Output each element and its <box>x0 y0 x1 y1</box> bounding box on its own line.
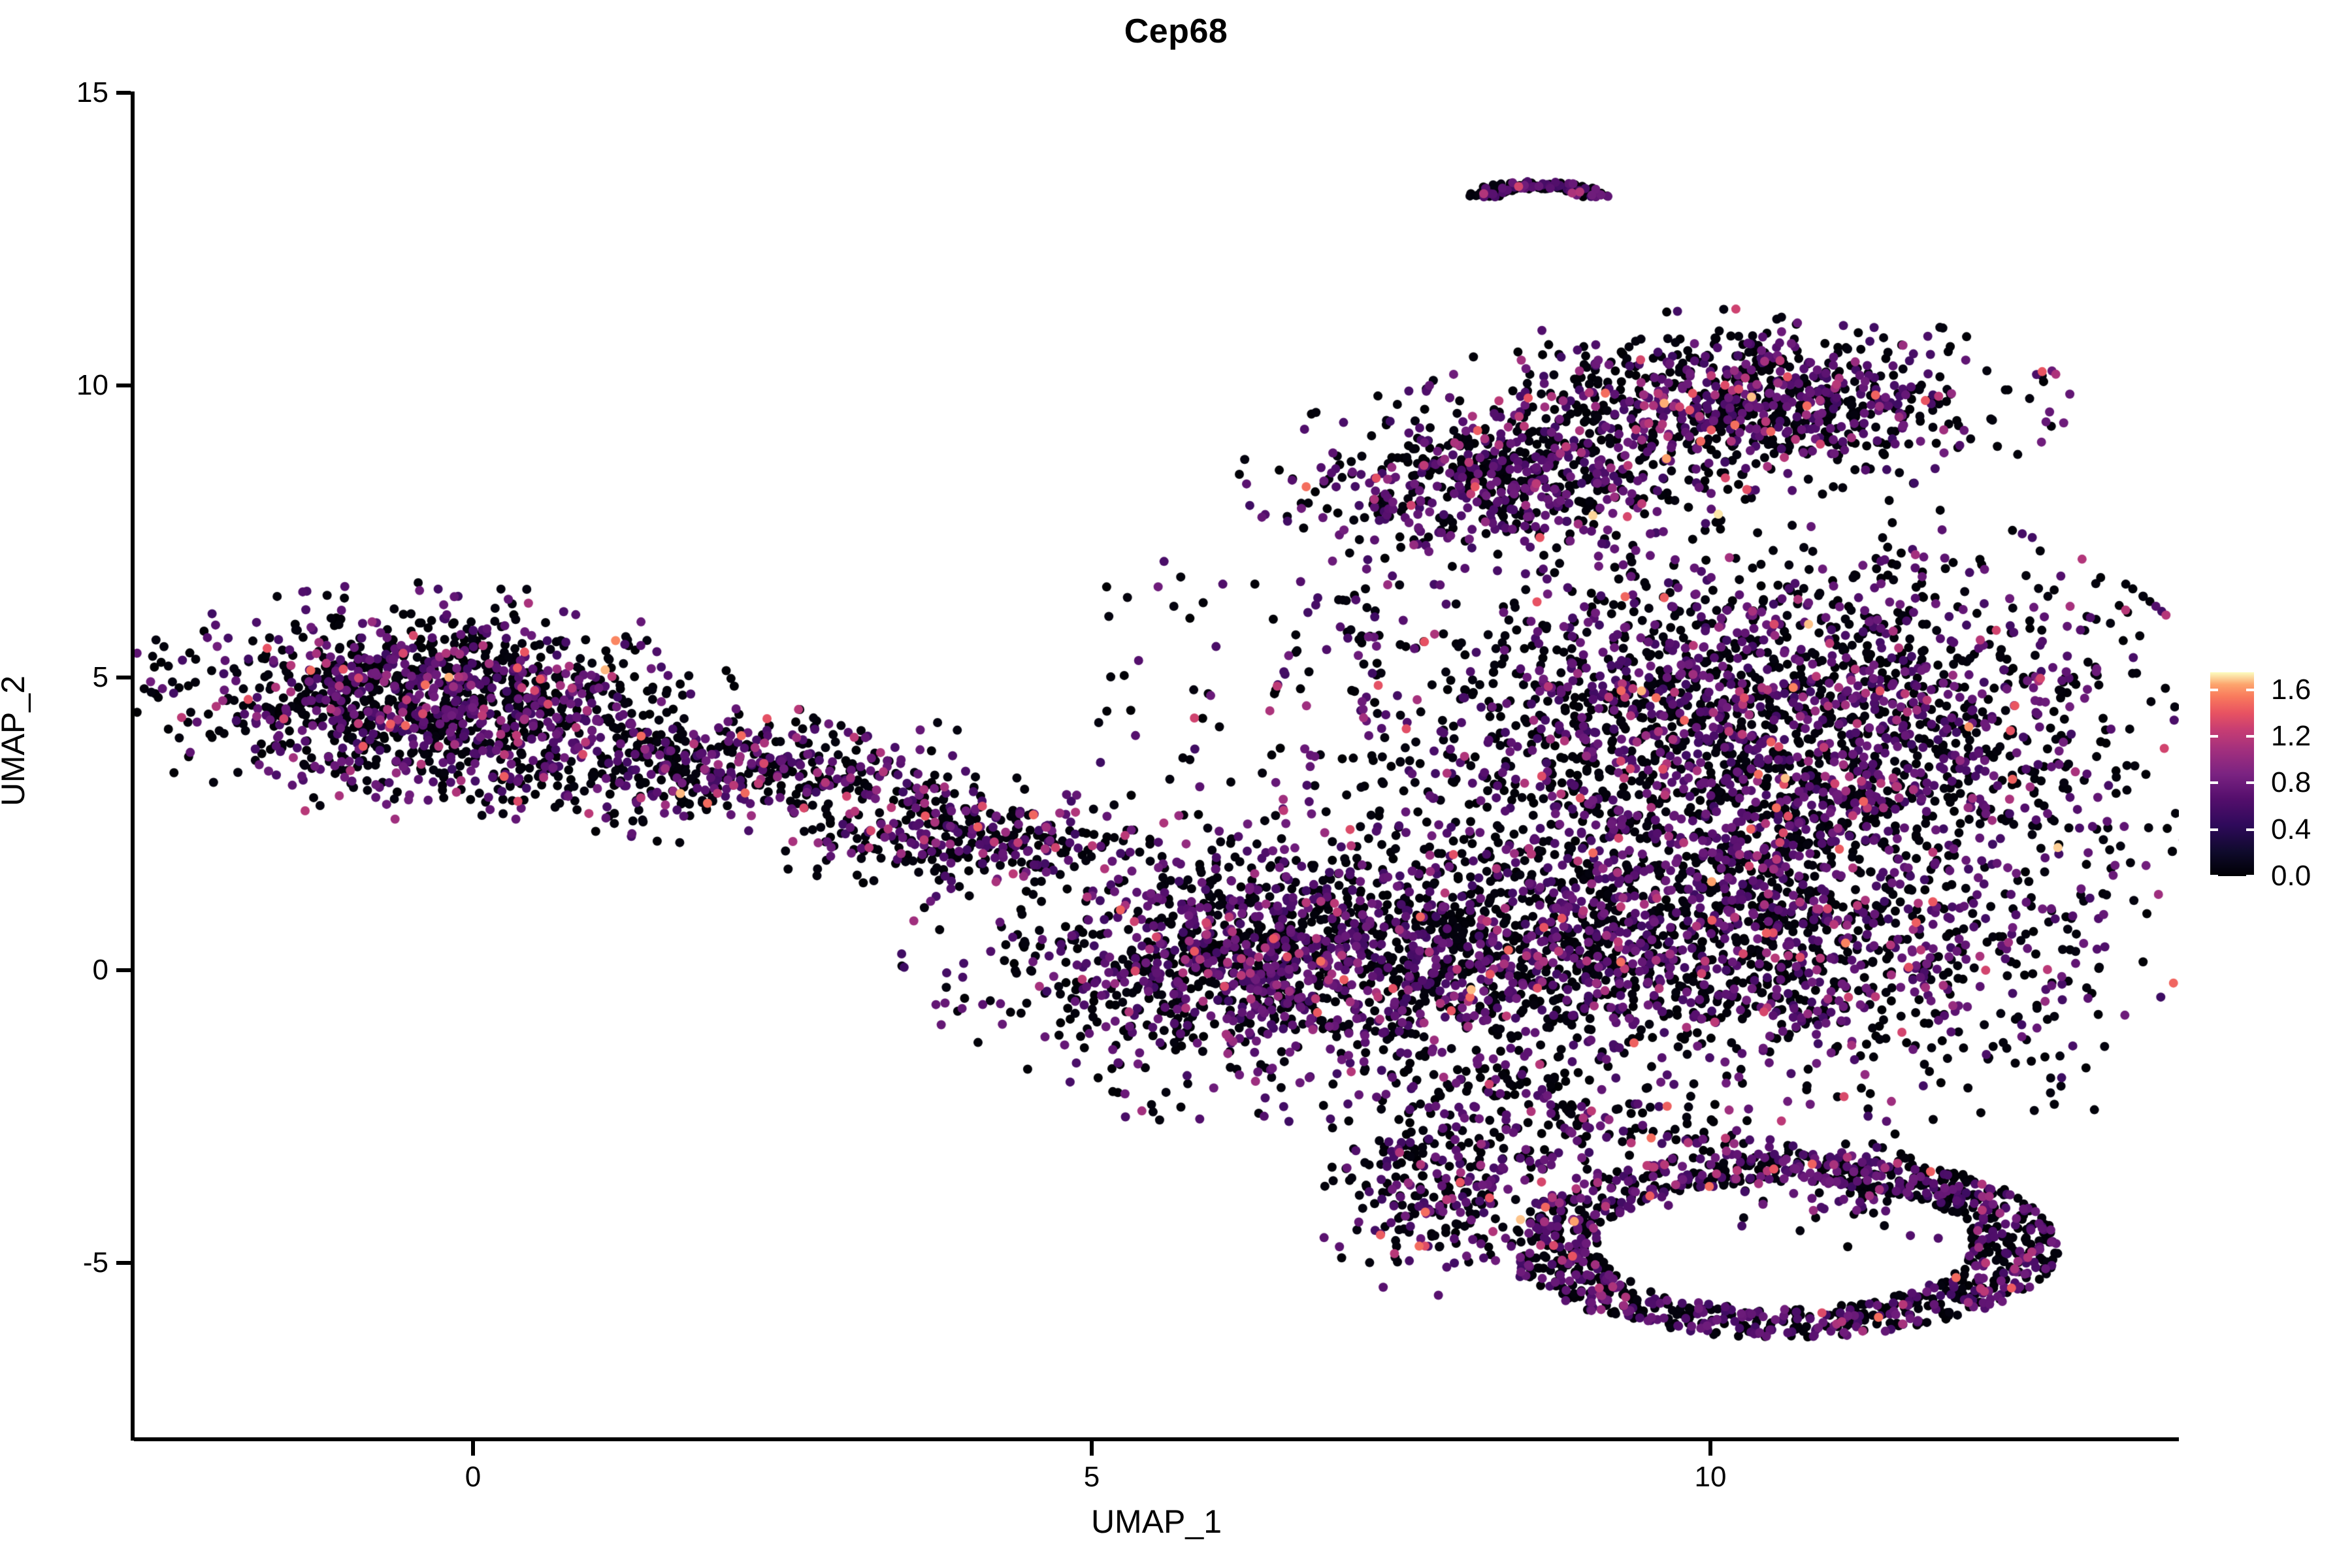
colorbar-tick-mark <box>2246 875 2254 877</box>
colorbar-tick-label: 1.2 <box>2271 720 2311 753</box>
x-tick-mark <box>471 1441 475 1456</box>
colorbar-gradient <box>2210 672 2254 876</box>
y-tick-mark <box>116 968 131 972</box>
y-tick-label: 5 <box>92 661 108 694</box>
y-tick-label: 0 <box>92 954 108 986</box>
x-tick-label: 0 <box>465 1461 482 1493</box>
x-tick-mark <box>1090 1441 1094 1456</box>
y-tick-label: 15 <box>76 76 108 109</box>
colorbar-tick-mark <box>2246 735 2254 738</box>
y-tick-mark <box>116 91 131 95</box>
colorbar-tick-mark <box>2210 688 2218 691</box>
colorbar-tick-mark <box>2210 781 2218 785</box>
x-axis-line <box>134 1437 2179 1441</box>
x-tick-label: 5 <box>1083 1461 1100 1493</box>
colorbar-tick-label: 1.6 <box>2271 673 2311 706</box>
y-axis-line <box>131 91 135 1441</box>
colorbar-tick-label: 0.0 <box>2271 860 2311 892</box>
colorbar-tick-mark <box>2210 735 2218 738</box>
y-tick-label: 10 <box>76 368 108 401</box>
y-tick-label: -5 <box>82 1246 108 1279</box>
x-tick-label: 10 <box>1694 1461 1727 1493</box>
colorbar-tick-mark <box>2246 828 2254 831</box>
colorbar-legend <box>2210 672 2254 876</box>
colorbar-tick-mark <box>2210 875 2218 877</box>
colorbar-tick-mark <box>2246 781 2254 785</box>
x-tick-mark <box>1708 1441 1712 1456</box>
y-tick-mark <box>116 1260 131 1265</box>
y-tick-mark <box>116 383 131 387</box>
page-title: Cep68 <box>1124 12 1228 50</box>
colorbar-tick-label: 0.4 <box>2271 813 2311 845</box>
colorbar-tick-label: 0.8 <box>2271 766 2311 799</box>
colorbar-tick-mark <box>2246 688 2254 691</box>
scatter-plot-panel <box>134 78 2179 1441</box>
x-axis-title: UMAP_1 <box>1090 1503 1222 1540</box>
colorbar-tick-mark <box>2210 828 2218 831</box>
scatter-points-layer <box>134 78 2179 1441</box>
y-tick-mark <box>116 676 131 680</box>
y-axis-title: UMAP_2 <box>0 675 31 807</box>
